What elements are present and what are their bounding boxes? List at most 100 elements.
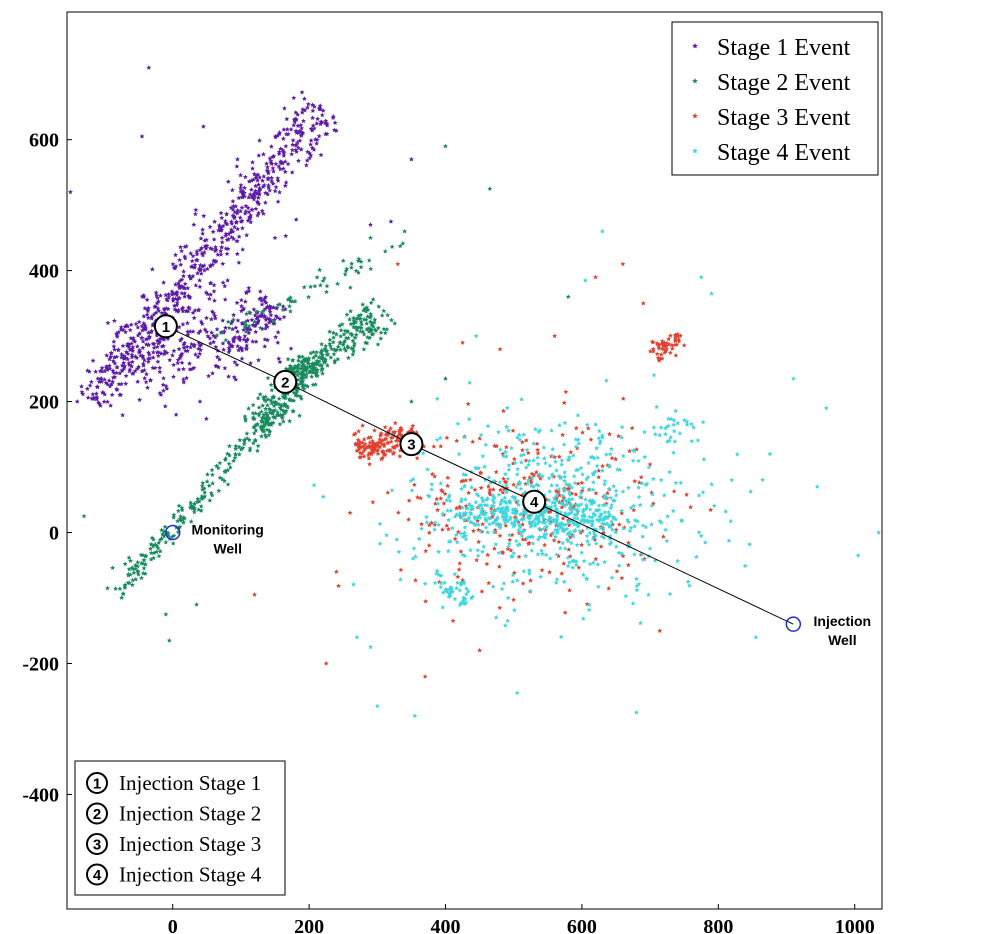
data-point	[491, 499, 497, 505]
data-point	[239, 345, 245, 351]
data-point	[410, 555, 416, 561]
data-point	[536, 526, 542, 531]
data-point	[375, 451, 381, 456]
data-point	[122, 324, 128, 329]
data-point	[222, 468, 228, 474]
data-point	[426, 542, 432, 548]
data-point	[223, 337, 229, 343]
data-point	[249, 317, 255, 323]
data-point	[554, 497, 560, 503]
data-point	[576, 503, 582, 508]
data-point	[158, 350, 164, 356]
data-point	[532, 426, 538, 432]
data-point	[484, 561, 490, 567]
data-point	[519, 439, 525, 445]
data-point	[411, 482, 417, 487]
data-point	[136, 349, 142, 355]
data-point	[528, 483, 534, 488]
data-point	[351, 315, 357, 321]
data-point	[223, 325, 229, 330]
data-point	[249, 194, 255, 200]
data-point	[526, 458, 532, 463]
data-point	[439, 527, 445, 532]
data-point	[280, 303, 286, 309]
data-point	[141, 565, 147, 571]
data-point	[236, 347, 242, 353]
data-point	[590, 487, 596, 492]
data-point	[646, 464, 652, 470]
data-point	[264, 167, 270, 173]
data-point	[236, 195, 242, 201]
data-point	[299, 89, 305, 95]
data-point	[382, 248, 388, 254]
data-point	[203, 416, 209, 421]
data-point	[589, 522, 595, 528]
data-point	[151, 311, 157, 317]
data-point	[363, 317, 369, 322]
data-point	[180, 366, 186, 372]
data-point	[532, 516, 538, 522]
data-point	[112, 347, 117, 352]
data-point	[647, 546, 653, 551]
data-point	[361, 436, 367, 442]
data-point	[199, 245, 205, 251]
data-point	[256, 404, 262, 410]
data-point	[400, 240, 406, 246]
data-point	[445, 548, 451, 554]
data-point	[122, 561, 128, 567]
data-point	[136, 319, 142, 325]
data-point	[546, 509, 552, 515]
data-point	[256, 210, 262, 216]
data-point	[176, 324, 182, 330]
data-point	[281, 105, 287, 111]
data-point	[327, 341, 333, 347]
data-point	[123, 329, 128, 335]
data-point	[130, 335, 136, 341]
data-point	[487, 487, 493, 492]
data-point	[220, 223, 226, 229]
data-point	[561, 441, 567, 447]
data-point	[472, 487, 478, 492]
data-point	[364, 326, 370, 332]
data-point	[390, 451, 396, 456]
data-point	[191, 343, 197, 349]
data-point	[364, 321, 370, 326]
data-point	[139, 327, 145, 333]
data-point	[667, 469, 673, 475]
data-point	[173, 252, 178, 258]
data-point	[249, 178, 255, 183]
data-point	[209, 492, 215, 498]
data-point	[319, 112, 325, 118]
data-point	[224, 237, 230, 243]
y-tick-label: 200	[29, 392, 59, 414]
data-point	[420, 450, 426, 456]
data-point	[345, 345, 351, 350]
data-point	[223, 220, 229, 226]
data-point	[381, 326, 387, 332]
data-point	[535, 536, 541, 542]
data-point	[475, 504, 481, 510]
data-point	[105, 381, 111, 387]
data-point	[494, 522, 500, 527]
data-point	[125, 351, 131, 356]
legend-entry-3: Stage 3 Event	[692, 105, 851, 131]
data-point	[273, 313, 279, 319]
data-point	[438, 584, 444, 590]
data-point	[319, 341, 325, 347]
data-point	[110, 374, 116, 380]
data-point	[299, 109, 305, 115]
data-point	[406, 498, 412, 503]
data-point	[246, 323, 252, 329]
data-point	[263, 410, 269, 416]
data-point	[162, 348, 168, 354]
data-point	[461, 517, 467, 522]
data-point	[607, 451, 613, 457]
data-point	[211, 298, 217, 303]
data-point	[266, 406, 272, 412]
data-point	[524, 535, 530, 541]
data-point	[198, 342, 204, 347]
data-point	[446, 517, 452, 523]
data-point	[445, 508, 450, 513]
data-point	[593, 490, 599, 496]
